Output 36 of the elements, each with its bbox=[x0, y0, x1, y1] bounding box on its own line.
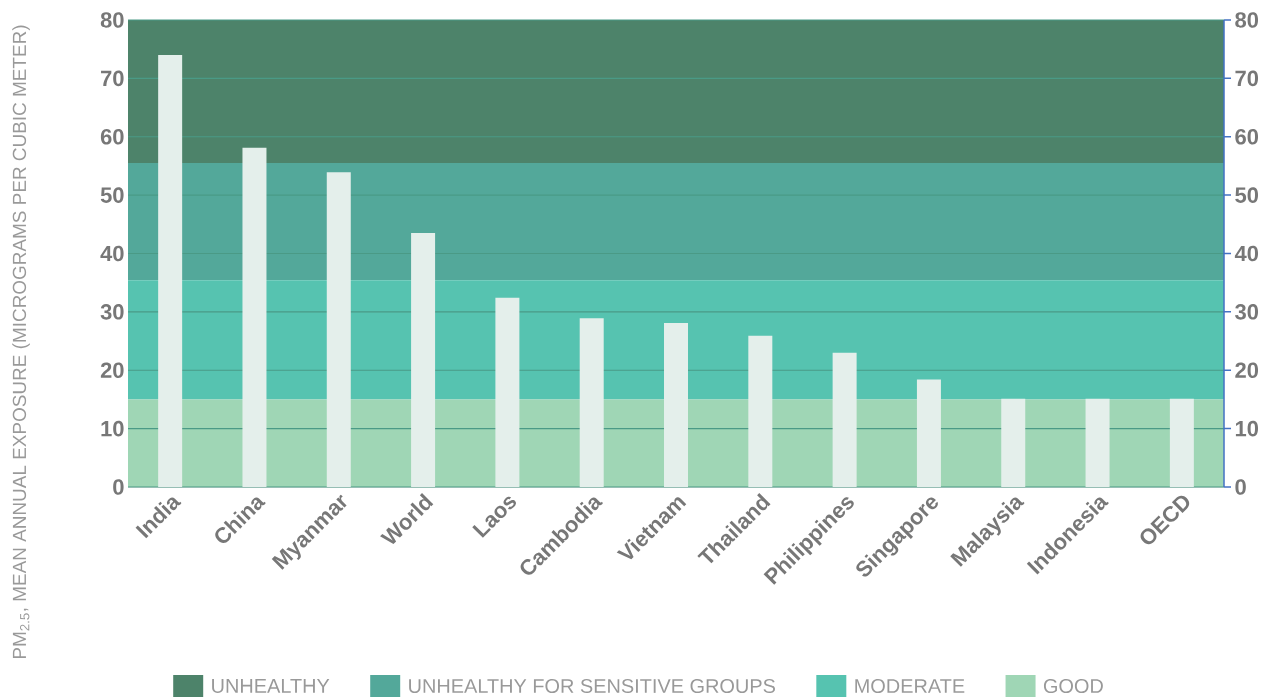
bar bbox=[242, 147, 267, 487]
bar bbox=[411, 233, 436, 487]
legend-label: GOOD bbox=[1043, 678, 1103, 694]
y2-tick-label: 30 bbox=[1235, 304, 1259, 320]
y-tick-label: 20 bbox=[100, 362, 124, 379]
y-tick-label: 10 bbox=[101, 420, 124, 437]
y-tick-label: 40 bbox=[100, 245, 124, 262]
legend-label: MODERATE bbox=[855, 678, 965, 694]
bar bbox=[1085, 398, 1110, 487]
bar bbox=[495, 297, 520, 487]
y-axis-title: PM$_{2.5}$, MEAN ANNUAL EXPOSURE (MICROGRAMS PER CUBIC METER) bbox=[12, 25, 30, 659]
y2-tick-label: 0 bbox=[1235, 479, 1246, 495]
y2-tick-label: 50 bbox=[1235, 187, 1259, 203]
y-tick-label: 70 bbox=[101, 70, 124, 87]
bar bbox=[326, 172, 351, 487]
y2-tick-label: 20 bbox=[1235, 362, 1259, 379]
bar bbox=[748, 335, 773, 487]
y2-tick-label: 60 bbox=[1235, 128, 1259, 145]
bar bbox=[579, 318, 604, 487]
y2-tick-label: 40 bbox=[1234, 245, 1259, 262]
y-tick-label: 30 bbox=[100, 304, 124, 320]
bar bbox=[1169, 398, 1194, 487]
y-tick-label: 60 bbox=[100, 128, 124, 145]
legend-label: UNHEALTHY FOR SENSITIVE GROUPS bbox=[409, 678, 775, 694]
legend-label: UNHEALTHY bbox=[212, 679, 330, 693]
bar bbox=[832, 352, 857, 487]
bar bbox=[1001, 398, 1026, 487]
y2-tick-label: 70 bbox=[1235, 70, 1259, 87]
y-tick-label: 80 bbox=[100, 12, 124, 28]
bar bbox=[916, 379, 941, 487]
y2-tick-label: 10 bbox=[1235, 420, 1259, 437]
bar bbox=[158, 55, 183, 487]
y2-tick-label: 80 bbox=[1235, 12, 1259, 28]
y-tick-label: 0 bbox=[113, 479, 124, 495]
bar bbox=[664, 322, 689, 487]
y-tick-label: 50 bbox=[100, 187, 124, 203]
